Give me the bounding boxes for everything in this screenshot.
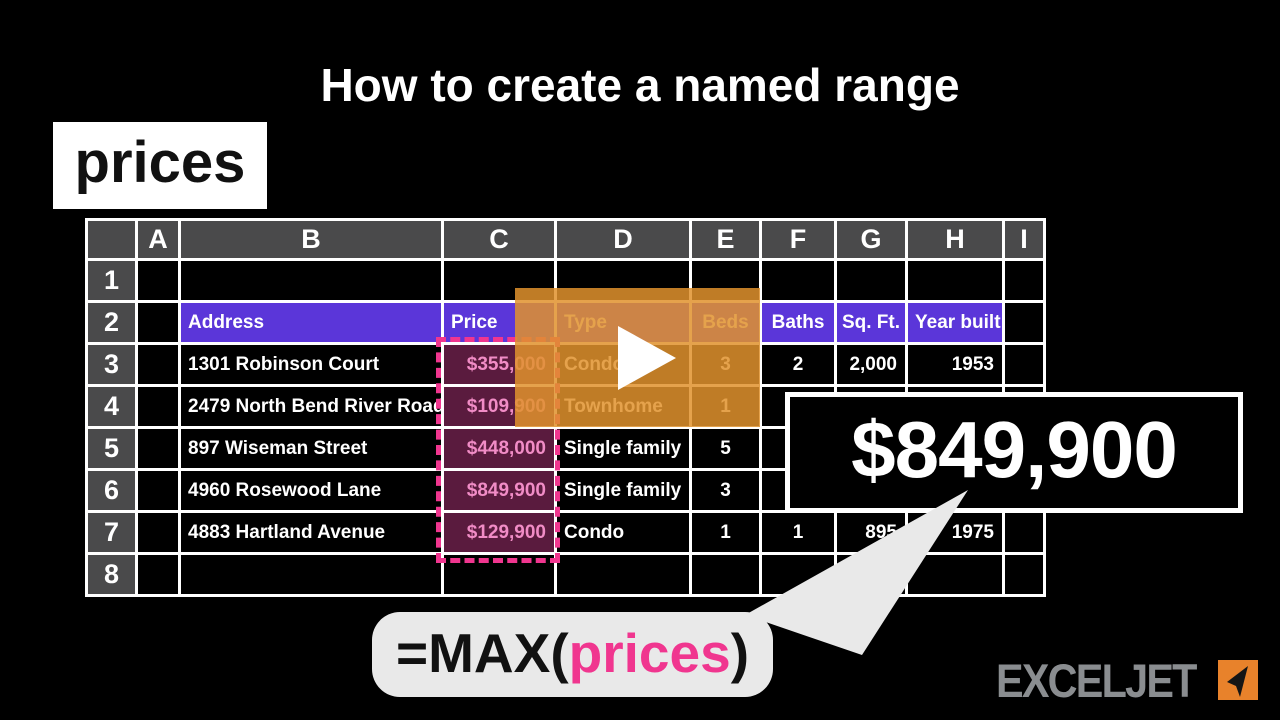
row-header-8[interactable]: 8	[88, 555, 135, 594]
cell-A3[interactable]	[138, 345, 178, 384]
cell-D6[interactable]: Single family	[557, 471, 689, 510]
named-range-label: prices	[53, 122, 267, 209]
max-result-callout: $849,900	[785, 392, 1243, 513]
cell-D8[interactable]	[557, 555, 689, 594]
cell-G8[interactable]	[837, 555, 905, 594]
cell-F3[interactable]: 2	[762, 345, 834, 384]
cell-C8[interactable]	[444, 555, 554, 594]
cell-B1[interactable]	[181, 261, 441, 300]
cell-A6[interactable]	[138, 471, 178, 510]
cell-A4[interactable]	[138, 387, 178, 426]
cell-H2[interactable]: Year built	[908, 303, 1002, 342]
row-header-3[interactable]: 3	[88, 345, 135, 384]
exceljet-logo: EXCELJET	[996, 653, 1258, 707]
column-header-G[interactable]: G	[837, 221, 905, 258]
column-header-C[interactable]: C	[444, 221, 554, 258]
video-play-overlay[interactable]	[515, 288, 760, 427]
cell-I7[interactable]	[1005, 513, 1043, 552]
cell-D5[interactable]: Single family	[557, 429, 689, 468]
cell-I2[interactable]	[1005, 303, 1043, 342]
column-header-A[interactable]: A	[138, 221, 178, 258]
row-header-5[interactable]: 5	[88, 429, 135, 468]
cell-G3[interactable]: 2,000	[837, 345, 905, 384]
cell-B2[interactable]: Address	[181, 303, 441, 342]
paper-plane-icon	[1218, 660, 1258, 700]
page-title: How to create a named range	[320, 59, 960, 111]
cell-I8[interactable]	[1005, 555, 1043, 594]
cell-C5[interactable]: $448,000	[444, 429, 554, 468]
cell-B5[interactable]: 897 Wiseman Street	[181, 429, 441, 468]
cell-A7[interactable]	[138, 513, 178, 552]
cell-H7[interactable]: 1975	[908, 513, 1002, 552]
cell-I1[interactable]	[1005, 261, 1043, 300]
formula-pill: =MAX(prices)	[372, 612, 773, 697]
cell-B6[interactable]: 4960 Rosewood Lane	[181, 471, 441, 510]
cell-G7[interactable]: 895	[837, 513, 905, 552]
cell-A1[interactable]	[138, 261, 178, 300]
row-header-1[interactable]: 1	[88, 261, 135, 300]
cell-F8[interactable]	[762, 555, 834, 594]
formula-suffix: )	[730, 621, 750, 684]
cell-A8[interactable]	[138, 555, 178, 594]
cell-B3[interactable]: 1301 Robinson Court	[181, 345, 441, 384]
row-header-7[interactable]: 7	[88, 513, 135, 552]
cell-E8[interactable]	[692, 555, 759, 594]
column-header-F[interactable]: F	[762, 221, 834, 258]
column-header-D[interactable]: D	[557, 221, 689, 258]
cell-E5[interactable]: 5	[692, 429, 759, 468]
cell-B4[interactable]: 2479 North Bend River Road	[181, 387, 441, 426]
row-header-6[interactable]: 6	[88, 471, 135, 510]
row-header-2[interactable]: 2	[88, 303, 135, 342]
cell-H3[interactable]: 1953	[908, 345, 1002, 384]
column-header-E[interactable]: E	[692, 221, 759, 258]
cell-C7[interactable]: $129,900	[444, 513, 554, 552]
cell-H1[interactable]	[908, 261, 1002, 300]
cell-B8[interactable]	[181, 555, 441, 594]
cell-B7[interactable]: 4883 Hartland Avenue	[181, 513, 441, 552]
cell-F1[interactable]	[762, 261, 834, 300]
cell-A5[interactable]	[138, 429, 178, 468]
column-header-B[interactable]: B	[181, 221, 441, 258]
cell-F2[interactable]: Baths	[762, 303, 834, 342]
column-header-H[interactable]: H	[908, 221, 1002, 258]
cell-E6[interactable]: 3	[692, 471, 759, 510]
cell-C6[interactable]: $849,900	[444, 471, 554, 510]
cell-I3[interactable]	[1005, 345, 1043, 384]
play-icon[interactable]	[617, 325, 676, 390]
cell-A2[interactable]	[138, 303, 178, 342]
column-header-I[interactable]: I	[1005, 221, 1043, 258]
exceljet-logo-text: EXCELJET	[996, 653, 1197, 707]
row-header-4[interactable]: 4	[88, 387, 135, 426]
cell-G2[interactable]: Sq. Ft.	[837, 303, 905, 342]
select-all-corner[interactable]	[88, 221, 135, 258]
formula-range-name: prices	[568, 621, 731, 684]
cell-F7[interactable]: 1	[762, 513, 834, 552]
cell-H8[interactable]	[908, 555, 1002, 594]
cell-G1[interactable]	[837, 261, 905, 300]
cell-E7[interactable]: 1	[692, 513, 759, 552]
cell-D7[interactable]: Condo	[557, 513, 689, 552]
formula-prefix: =MAX(	[395, 621, 569, 684]
